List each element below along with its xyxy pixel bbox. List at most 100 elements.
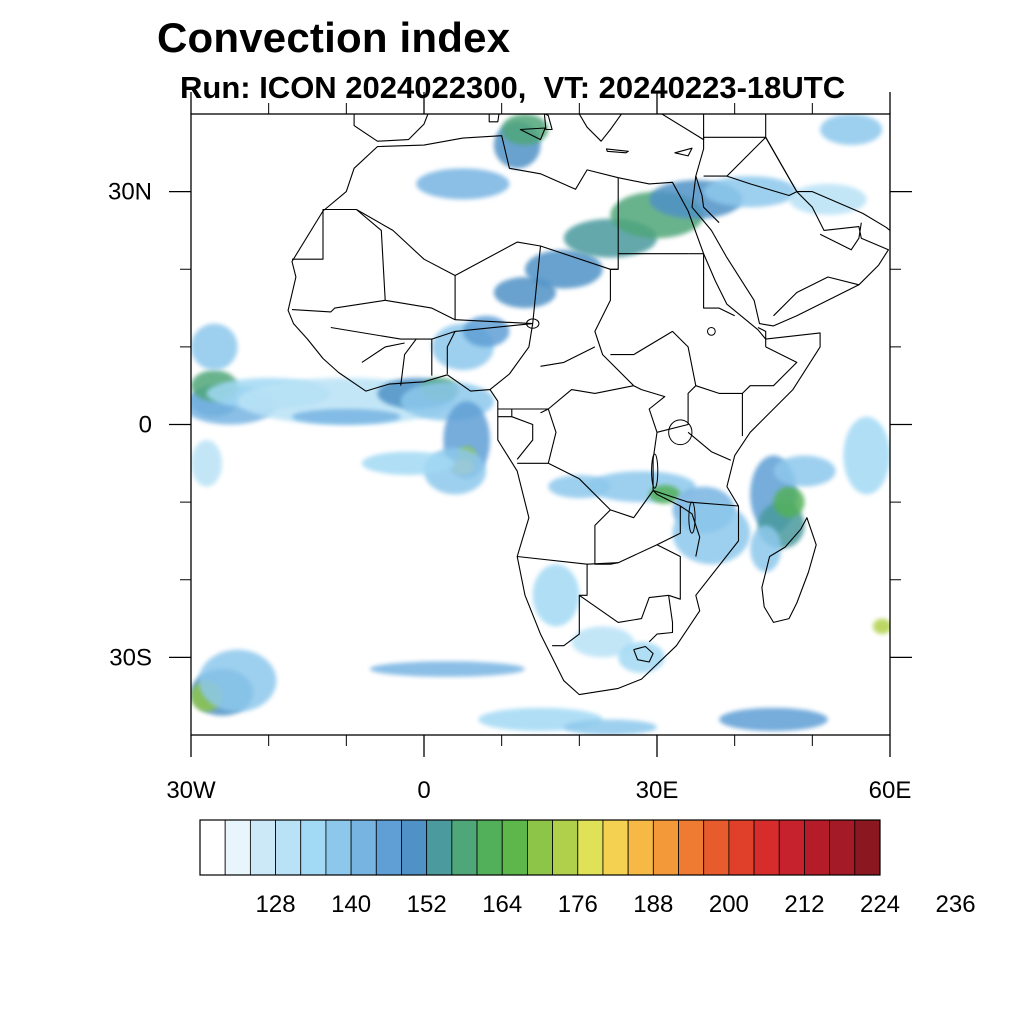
convection-cell xyxy=(524,249,603,289)
colorbar-swatch xyxy=(728,819,755,876)
lake-outline xyxy=(688,501,696,534)
chart-title: Convection index xyxy=(157,14,511,61)
convection-cell xyxy=(191,323,238,371)
convection-cell xyxy=(369,661,525,677)
country-border xyxy=(587,544,681,600)
convection-cell xyxy=(820,114,883,146)
country-border xyxy=(648,595,674,643)
country-border xyxy=(687,431,732,461)
convection-cell xyxy=(703,176,797,208)
country-border xyxy=(547,408,557,464)
colorbar-swatch xyxy=(678,819,705,876)
colorbar-swatch xyxy=(426,819,453,876)
convection-cell xyxy=(191,440,223,487)
country-border xyxy=(361,342,405,363)
country-border xyxy=(594,269,635,387)
colorbar-swatch xyxy=(627,819,654,876)
coastline-sicily xyxy=(519,127,546,141)
country-border xyxy=(695,175,720,224)
convection-cell xyxy=(719,707,828,732)
coastline-crete xyxy=(605,148,629,154)
convection-cell xyxy=(872,618,890,635)
convection-cell xyxy=(750,525,782,572)
colorbar-swatch xyxy=(300,819,327,876)
colorbar-frame xyxy=(199,819,881,876)
convection-cell xyxy=(493,277,557,309)
country-border xyxy=(633,385,666,433)
colorbar-label: 140 xyxy=(331,891,371,918)
y-tick-label: 0 xyxy=(139,412,152,439)
country-border xyxy=(773,276,860,317)
coastline-iran xyxy=(765,114,890,231)
colorbar-swatch xyxy=(451,819,478,876)
colorbar-swatch xyxy=(804,819,831,876)
convection-cell xyxy=(291,408,401,425)
colorbar-swatch xyxy=(199,819,226,876)
convection-cell xyxy=(571,626,634,658)
country-borders xyxy=(291,136,862,663)
country-border xyxy=(356,209,619,277)
colorbar-swatch xyxy=(476,819,503,876)
coastline-italy xyxy=(543,114,553,131)
axis-ticks: 30W 0 30E 60E 30N 0 30S xyxy=(108,92,912,804)
x-tick-label: 0 xyxy=(417,777,430,804)
colorbar-swatch xyxy=(577,819,604,876)
colorbar-swatch xyxy=(602,819,629,876)
colorbar-label: 236 xyxy=(936,891,976,918)
country-border xyxy=(532,245,542,324)
convection-cell xyxy=(618,641,665,673)
country-border xyxy=(703,253,735,317)
coastline-madagascar xyxy=(761,517,817,623)
colorbar-label: 164 xyxy=(482,891,522,918)
colorbar-label: 188 xyxy=(633,891,673,918)
colorbar-label: 176 xyxy=(558,891,598,918)
country-border xyxy=(610,253,619,270)
colorbar-swatch xyxy=(527,819,553,876)
coastline-arabia xyxy=(691,136,889,327)
colorbar-label: 128 xyxy=(256,891,296,918)
convection-cell xyxy=(672,502,751,565)
country-border xyxy=(819,222,862,251)
country-border xyxy=(726,136,767,177)
country-border xyxy=(656,505,701,557)
country-border xyxy=(356,209,386,301)
colorbar-label: 152 xyxy=(407,891,447,918)
colorbar-swatch xyxy=(778,819,805,876)
x-tick-label: 30E xyxy=(636,777,679,804)
lake-outline xyxy=(706,326,716,336)
y-tick-label: 30N xyxy=(108,179,152,206)
x-tick-label: 60E xyxy=(869,777,912,804)
colorbar-label: 200 xyxy=(709,891,749,918)
country-border xyxy=(511,416,534,460)
convection-cell xyxy=(198,649,277,712)
colorbar-swatch xyxy=(275,819,302,876)
convection-cell xyxy=(563,719,658,735)
convection-field xyxy=(191,114,890,735)
country-border xyxy=(291,299,386,313)
colorbar-swatch xyxy=(501,819,528,876)
country-border xyxy=(540,385,634,414)
country-border xyxy=(489,323,534,391)
y-tick-label: 30S xyxy=(109,644,152,671)
country-border xyxy=(757,327,767,347)
country-border xyxy=(292,208,357,260)
country-border xyxy=(610,330,697,386)
map-background xyxy=(191,114,890,735)
coastline-iberia xyxy=(353,114,429,142)
convection-cell xyxy=(532,564,580,627)
country-border xyxy=(652,489,739,507)
lakes xyxy=(526,318,716,534)
country-border xyxy=(400,338,417,386)
convection-cell xyxy=(361,451,456,475)
colorbar-swatch xyxy=(249,819,276,876)
x-tick-label: 30W xyxy=(166,777,216,804)
country-border xyxy=(540,346,596,367)
country-border xyxy=(703,175,798,197)
lake-outline xyxy=(651,453,659,489)
colorbar: 128 140 152 164 176 188 200 212 224 236 xyxy=(199,819,976,918)
country-border xyxy=(652,490,681,507)
colorbar-swatch xyxy=(854,819,881,876)
colorbar-swatch xyxy=(350,819,377,876)
colorbar-swatch xyxy=(753,819,780,876)
